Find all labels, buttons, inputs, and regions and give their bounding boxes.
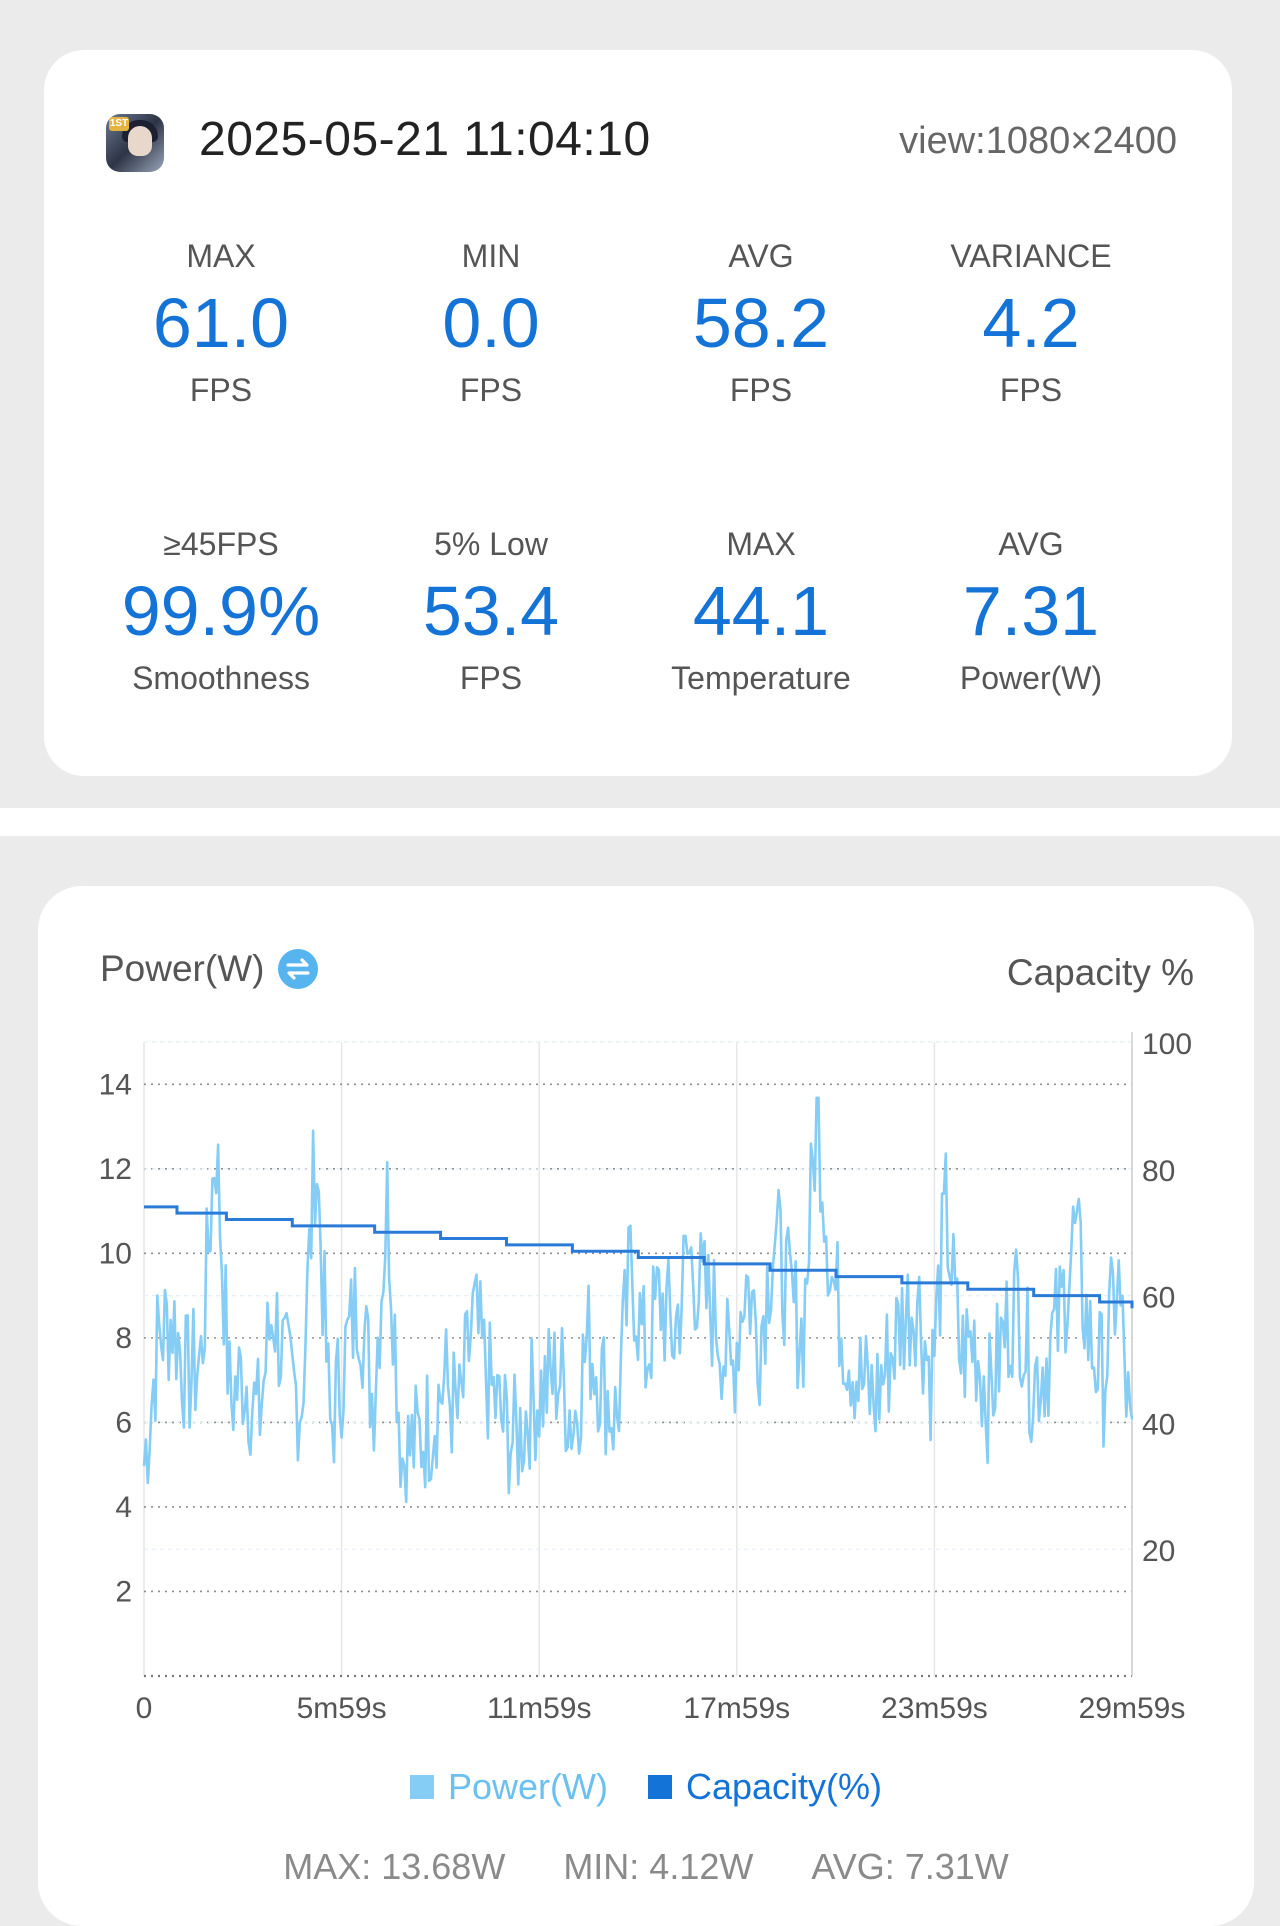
legend-swatch-power [409,1775,434,1799]
y-tick-label: 8 [115,1322,132,1355]
legend-item-capacity[interactable]: Capacity(%) [647,1766,883,1808]
summary-min: MIN: 4.12W [563,1846,754,1887]
metric-value: 44.1 [692,572,830,650]
y-tick-label: 12 [99,1153,132,1186]
y2-tick-label: 40 [1142,1408,1175,1441]
metric-unit: FPS [189,372,253,408]
metric-label: MAX [186,238,256,274]
capacity-series-line [144,1205,1134,1309]
x-tick-label: 5m59s [297,1692,387,1725]
metric-label: VARIANCE [950,238,1112,274]
y-tick-label: 10 [99,1237,132,1270]
metric-label: MIN [461,238,521,274]
chart-right-axis-title: Capacity % [1006,952,1194,993]
metric-unit: Smoothness [132,660,310,696]
power-series-line [142,1096,1134,1504]
stats-card: 1ST 2025-05-21 11:04:10 view:1080×2400 M… [44,50,1232,776]
x-tick-label: 29m59s [1079,1692,1186,1725]
y2-tick-label: 100 [1142,1028,1192,1061]
metric-value: 4.2 [982,284,1080,362]
metric-unit: FPS [999,372,1063,408]
metric-min-fps: MIN 0.0 FPS [356,236,626,410]
metric-avg-power: AVG 7.31 Power(W) [896,524,1166,698]
game-app-icon: 1ST [106,114,164,172]
metric-label: ≥45FPS [163,526,279,562]
metric-value: 99.9% [121,572,321,650]
chart-title: Power(W) [100,948,319,990]
summary-avg: AVG: 7.31W [811,1846,1009,1887]
metric-max-fps: MAX 61.0 FPS [86,236,356,410]
y-tick-label: 14 [99,1068,132,1101]
metric-label: MAX [726,526,796,562]
session-datetime: 2025-05-21 11:04:10 [199,113,651,166]
metric-value: 0.0 [442,284,540,362]
metric-unit: FPS [729,372,793,408]
y2-tick-label: 60 [1142,1282,1175,1315]
metric-variance-fps: VARIANCE 4.2 FPS [896,236,1166,410]
power-summary: MAX: 13.68W MIN: 4.12W AVG: 7.31W [38,1846,1254,1888]
app-badge: 1ST [109,117,129,131]
metric-value: 58.2 [692,284,830,362]
legend-label-capacity: Capacity(%) [685,1766,883,1807]
metric-label: 5% Low [434,526,548,562]
summary-max: MAX: 13.68W [283,1846,506,1887]
view-resolution: view:1080×2400 [899,120,1177,162]
chart-legend: Power(W) Capacity(%) [38,1766,1254,1808]
y2-tick-label: 20 [1142,1535,1175,1568]
power-capacity-chart: 0 5m59s 11m59s 17m59s 23m59s 29m59s 2 4 6 8 10 12 14… [99,1028,1192,1725]
metric-unit: Power(W) [959,660,1103,696]
y-tick-label: 4 [115,1491,132,1524]
metric-5pct-low: 5% Low 53.4 FPS [356,524,626,698]
swap-icon[interactable] [278,949,319,989]
metric-label: AVG [728,238,794,274]
metric-label: AVG [998,526,1064,562]
legend-swatch-capacity [647,1775,672,1799]
y-tick-label: 2 [115,1575,132,1608]
metric-value: 53.4 [422,572,560,650]
metric-unit: FPS [459,372,523,408]
chart-title-text: Power(W) [100,948,265,989]
metric-max-temperature: MAX 44.1 Temperature [626,524,896,698]
metric-unit: Temperature [671,660,851,696]
metric-value: 61.0 [152,284,290,362]
y2-tick-label: 80 [1142,1155,1175,1188]
metric-smoothness: ≥45FPS 99.9% Smoothness [86,524,356,698]
power-chart-card: 0 5m59s 11m59s 17m59s 23m59s 29m59s 2 4 6 8 10 12 14… [38,886,1254,1926]
metric-avg-fps: AVG 58.2 FPS [626,236,896,410]
y-tick-label: 6 [115,1406,132,1439]
metric-unit: FPS [459,660,523,696]
legend-item-power[interactable]: Power(W) [409,1766,608,1808]
metric-value: 7.31 [962,572,1100,650]
x-tick-label: 23m59s [881,1692,988,1725]
section-divider [0,808,1280,836]
x-tick-label: 0 [136,1692,153,1725]
x-tick-label: 17m59s [683,1692,790,1725]
legend-label-power: Power(W) [447,1766,608,1807]
x-tick-label: 11m59s [487,1692,592,1725]
